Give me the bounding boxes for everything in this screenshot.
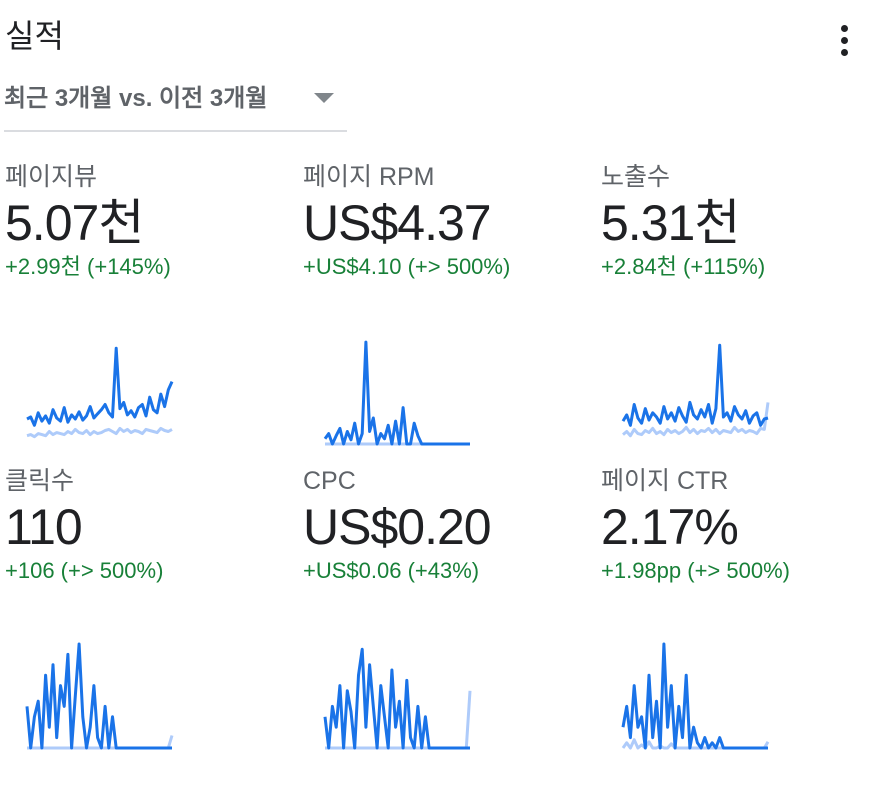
metric-delta: +2.99천 (+145%) [5, 254, 171, 279]
metric-card-clicks[interactable]: 클릭수 110 +106 (+> 500%) [5, 464, 295, 764]
metric-card-page-ctr[interactable]: 페이지 CTR 2.17% +1.98pp (+> 500%) [601, 464, 891, 764]
metric-delta: +1.98pp (+> 500%) [601, 558, 790, 583]
sparkline-chart [26, 346, 174, 439]
current-period-line [323, 647, 470, 750]
sparkline-chart [621, 642, 770, 750]
dropdown-caret-icon [314, 93, 334, 103]
metric-label: 페이지 CTR [601, 467, 729, 495]
sparkline-chart [25, 642, 174, 750]
date-range-label: 최근 3개월 vs. 이전 3개월 [4, 85, 268, 112]
date-range-dropdown[interactable]: 최근 3개월 vs. 이전 3개월 [4, 78, 347, 132]
sparkline-chart [323, 340, 470, 446]
metric-value: US$0.20 [303, 499, 492, 555]
metric-card-impressions[interactable]: 노출수 5.31천 +2.84천 (+115%) [601, 160, 891, 460]
metric-label: 클릭수 [5, 467, 75, 495]
previous-period-line [622, 402, 770, 438]
metric-card-page-rpm[interactable]: 페이지 RPM US$4.37 +US$4.10 (+> 500%) [303, 160, 593, 460]
metric-label: CPC [303, 467, 356, 495]
metric-value: 5.31천 [601, 195, 740, 251]
current-period-line [25, 642, 172, 750]
metric-value: 5.07천 [5, 195, 144, 251]
metric-label: 페이지 RPM [303, 163, 435, 191]
current-period-line [26, 346, 174, 427]
metric-value: 2.17% [601, 499, 739, 555]
metric-delta: +US$0.06 (+43%) [303, 558, 480, 583]
sparkline-chart [621, 343, 770, 438]
metric-card-pageviews[interactable]: 페이지뷰 5.07천 +2.99천 (+145%) [5, 160, 295, 460]
metric-delta: +US$4.10 (+> 500%) [303, 254, 511, 279]
current-period-line [621, 343, 769, 427]
current-period-line [621, 642, 768, 750]
more-vert-icon[interactable] [828, 20, 860, 60]
metric-delta: +106 (+> 500%) [5, 558, 164, 583]
sparkline-chart [323, 647, 472, 750]
metric-label: 노출수 [601, 163, 671, 191]
metric-delta: +2.84천 (+115%) [601, 254, 766, 279]
page-title: 실적 [5, 18, 64, 54]
metric-label: 페이지뷰 [5, 163, 98, 191]
current-period-line [323, 340, 470, 446]
metric-card-cpc[interactable]: CPC US$0.20 +US$0.06 (+43%) [303, 464, 593, 764]
metric-value: US$4.37 [303, 195, 492, 251]
previous-period-line [26, 426, 173, 439]
metric-value: 110 [5, 499, 83, 555]
